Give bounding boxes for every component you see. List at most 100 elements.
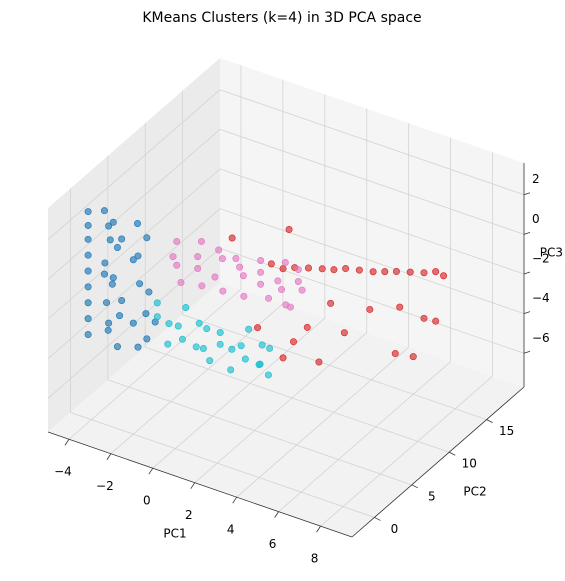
point [134,343,142,351]
point [103,299,111,307]
z-tick-label: −4 [532,291,550,305]
grid-line [70,412,375,518]
y-axis [351,386,525,538]
point [195,319,203,327]
grid-line [107,379,412,486]
tick-mark [523,231,531,235]
y-tick-label: 5 [428,489,436,503]
tick-mark [106,453,112,460]
point [392,268,400,276]
z-tick-label: −2 [532,252,550,266]
point [420,269,428,277]
point [194,265,202,273]
tick-mark [316,525,321,533]
point [145,288,153,296]
point [84,267,92,275]
point [118,235,126,243]
point [182,304,190,312]
point [173,261,181,269]
point [245,325,253,333]
point [279,265,287,273]
point [198,282,206,290]
grid-line [194,332,368,483]
point [129,319,137,327]
point [257,256,265,264]
left-pane [48,58,220,432]
point [294,266,302,274]
x-tick-label: −4 [54,465,72,479]
point [173,237,181,245]
point [116,312,124,320]
x-axis [47,431,353,538]
point [109,218,117,226]
point [84,235,92,243]
point [366,305,374,313]
x-axis-label: PC1 [163,527,186,541]
point [219,287,227,295]
tick-mark [523,271,531,275]
tick-mark [449,451,456,456]
tick-mark [64,439,70,446]
x-tick-label: 0 [143,494,151,508]
z-axis-label: PC3 [540,246,563,260]
point [134,220,142,228]
point [285,226,293,234]
tick-mark [232,496,238,504]
point [237,342,245,350]
z-tick-label: −6 [532,331,550,345]
point [274,277,282,285]
point [142,310,150,318]
point [143,234,151,242]
point [84,283,92,291]
point [129,256,137,264]
point [197,237,205,245]
point [216,340,224,348]
point [330,266,338,274]
grid-line [145,346,450,453]
x-tick-label: 6 [269,537,277,551]
point [113,243,121,251]
grid-line [236,346,409,498]
point [218,255,226,263]
x-tick-label: −2 [96,479,114,493]
point [177,279,185,287]
point [279,354,287,362]
point [286,303,294,311]
point [84,208,92,216]
point [113,343,121,351]
grid-line [219,208,525,315]
point [258,341,266,349]
point [420,314,428,322]
grid-line [47,129,221,280]
point [153,313,161,321]
point [215,246,223,254]
point [432,268,440,276]
point [106,236,114,244]
point [105,222,113,230]
point [169,253,177,261]
point [303,323,311,331]
point [164,340,172,348]
point [241,355,249,363]
point [340,329,348,337]
z-tick-label: 0 [532,212,540,226]
grid-line [47,168,221,320]
point [409,353,417,361]
point [290,338,298,346]
point [84,251,92,259]
point [84,221,92,229]
point [192,343,200,351]
point [134,252,142,260]
point [174,322,182,330]
z-tick-label: 2 [532,172,540,186]
tick-mark [523,311,531,315]
point [327,299,335,307]
grid-line [47,89,221,241]
grid-line [47,208,221,359]
y-tick-label: 0 [391,522,399,536]
point [396,303,404,311]
point [100,270,108,278]
grid-line [219,89,525,196]
point [118,296,126,304]
y-axis-label: PC2 [463,485,486,499]
